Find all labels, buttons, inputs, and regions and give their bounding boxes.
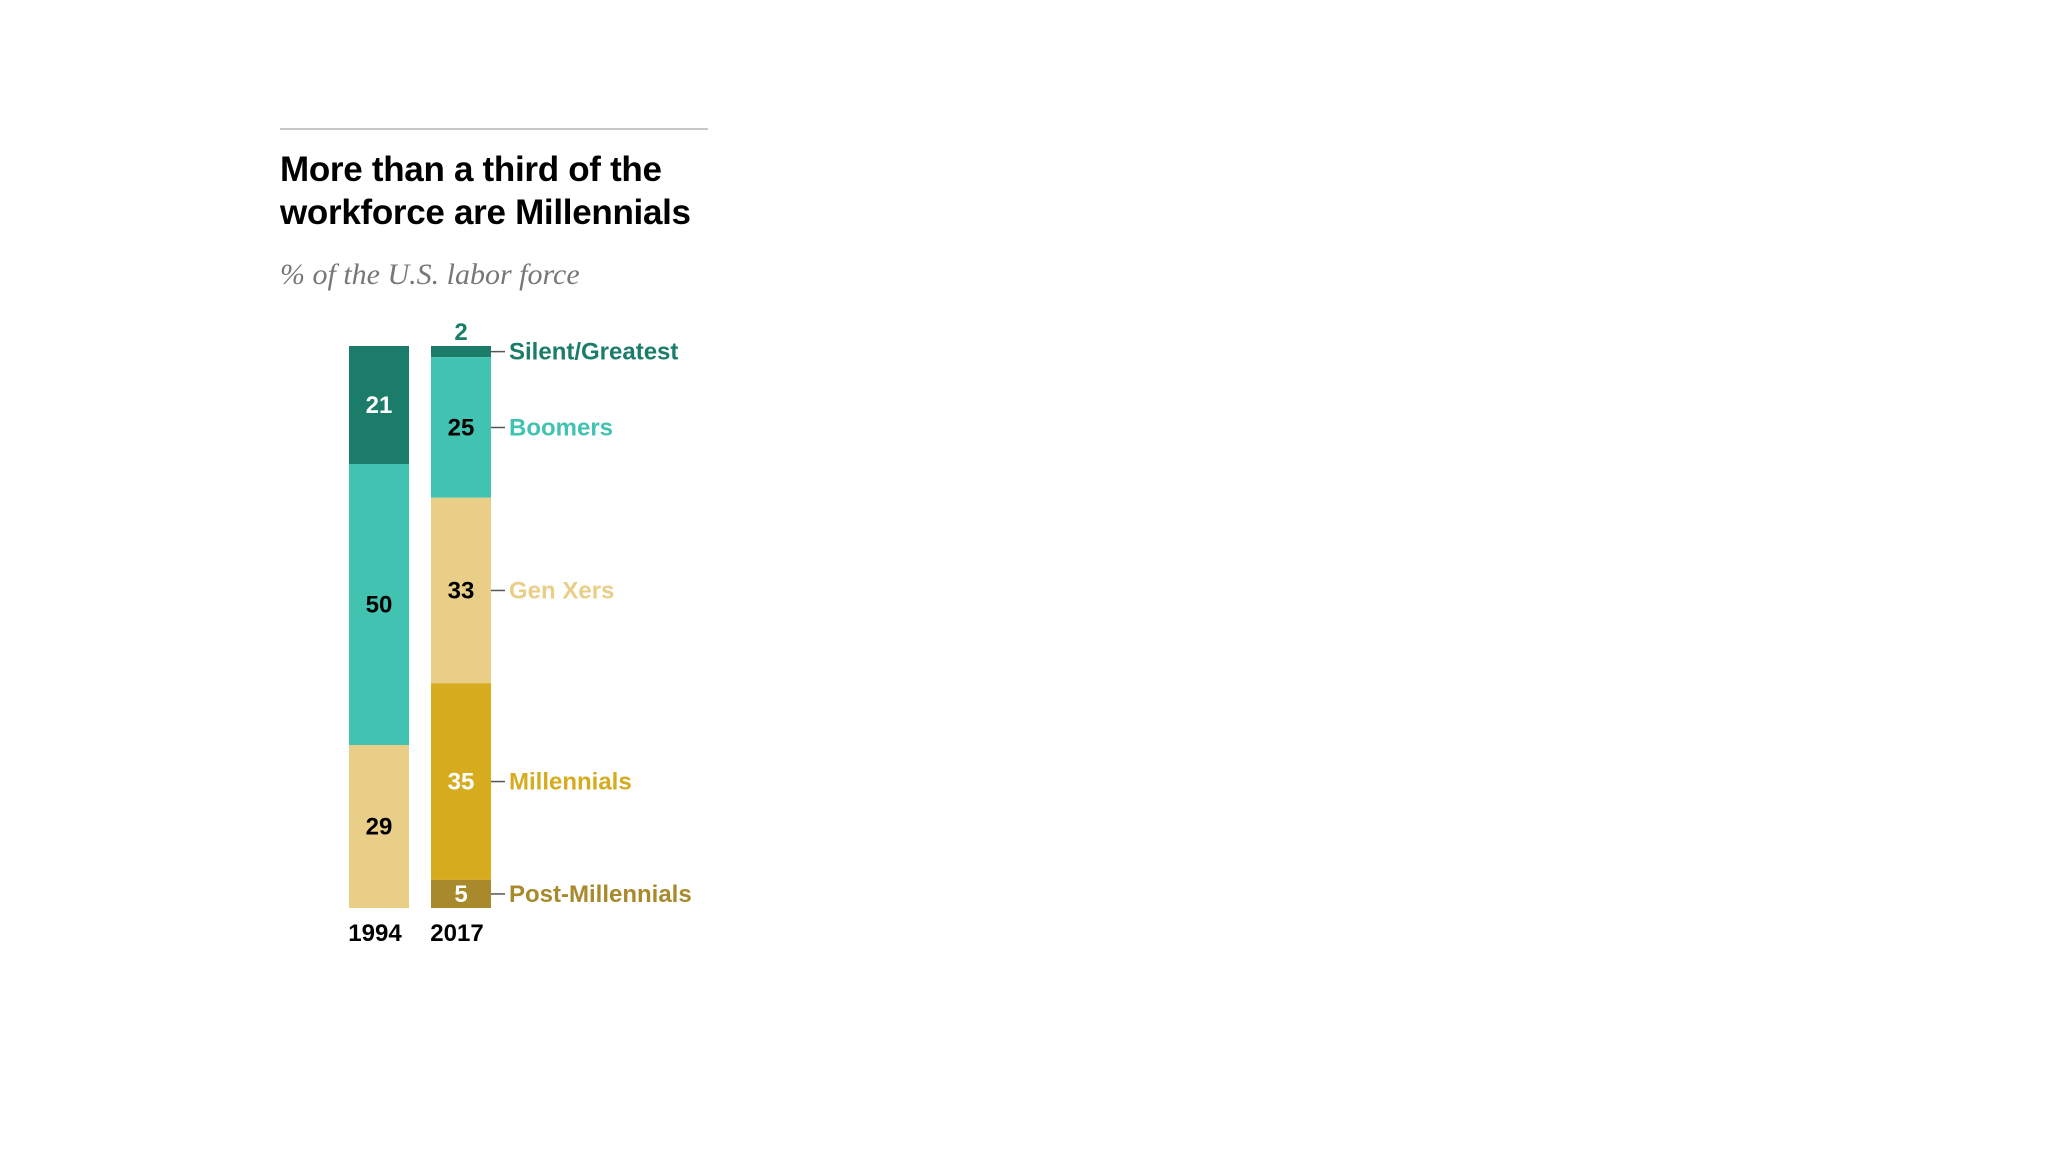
data-label-2017-silent-greatest: 2: [454, 319, 467, 346]
category-label-1994: 1994: [348, 920, 402, 947]
data-label-1994-silent-greatest: 21: [366, 392, 393, 419]
series-label-boomers: Boomers: [509, 414, 613, 441]
bar-segment-1994-silent-greatest: [349, 346, 409, 465]
bar-segment-2017-silent-greatest: [431, 346, 491, 358]
data-label-2017-post-millennials: 5: [454, 881, 467, 908]
chart-subtitle: % of the U.S. labor force: [280, 258, 580, 291]
data-label-2017-gen-xers: 33: [448, 577, 475, 604]
top-rule: [280, 128, 708, 130]
bar-segment-2017-gen-xers: [431, 497, 491, 684]
bar-segment-1994-gen-xers: [349, 745, 409, 908]
data-label-1994-gen-xers: 29: [366, 814, 393, 841]
chart-title: More than a third of the workforce are M…: [280, 150, 691, 232]
series-label-millennials: Millennials: [509, 769, 632, 796]
category-label-2017: 2017: [430, 920, 483, 947]
series-label-silent-greatest: Silent/Greatest: [509, 339, 678, 366]
bar-segment-1994-boomers: [349, 464, 409, 746]
data-label-2017-millennials: 35: [448, 769, 475, 796]
bar-segment-2017-post-millennials: [431, 879, 491, 908]
series-label-gen-xers: Gen Xers: [509, 577, 614, 604]
bar-segment-2017-boomers: [431, 357, 491, 498]
data-label-2017-boomers: 25: [448, 414, 475, 441]
bar-segment-2017-millennials: [431, 683, 491, 880]
series-label-post-millennials: Post-Millennials: [509, 881, 692, 908]
data-label-1994-boomers: 50: [366, 592, 393, 619]
